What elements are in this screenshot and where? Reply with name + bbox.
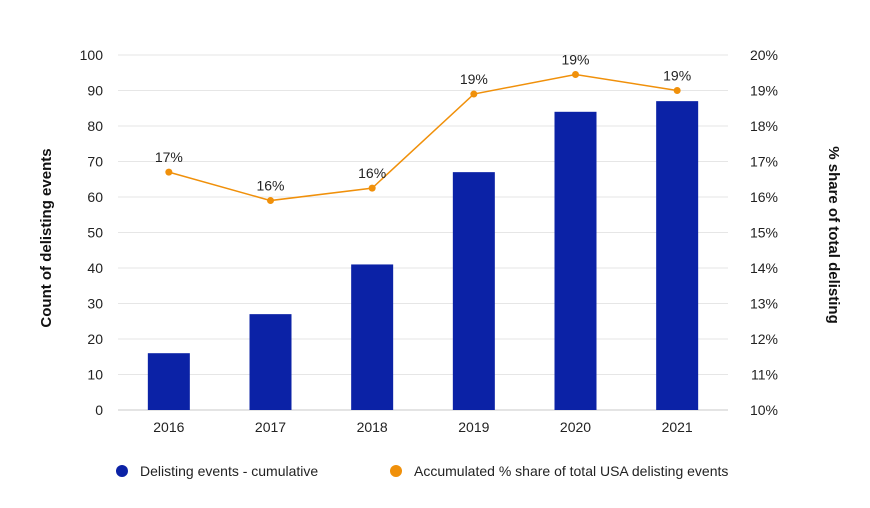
- x-tick-label: 2019: [458, 419, 489, 435]
- bar: [452, 172, 495, 410]
- bar: [249, 314, 292, 410]
- bar-series: [147, 101, 699, 411]
- bar: [554, 111, 597, 411]
- line-point: [368, 184, 376, 192]
- legend-bar-swatch: [116, 465, 128, 477]
- x-axis-ticks: 2016 2017 2018 2019 2020 2021: [153, 419, 693, 435]
- line-point: [165, 168, 173, 176]
- y-tick-label: 60: [87, 189, 103, 205]
- line-series: 17% 16% 16% 19% 19% 19%: [155, 52, 691, 205]
- x-tick-label: 2016: [153, 419, 184, 435]
- y-tick-label: 90: [87, 83, 103, 99]
- data-label: 17%: [155, 149, 183, 165]
- y2-axis-title: % share of total delisting: [825, 146, 842, 324]
- y2-tick-label: 18%: [750, 118, 778, 134]
- y2-tick-label: 16%: [750, 189, 778, 205]
- x-tick-label: 2020: [560, 419, 591, 435]
- legend-bar-label: Delisting events - cumulative: [140, 463, 319, 479]
- line-point: [673, 87, 681, 94]
- y2-tick-label: 12%: [750, 331, 778, 347]
- line-point: [572, 71, 579, 79]
- y-tick-label: 20: [87, 331, 103, 347]
- y-tick-label: 100: [80, 47, 104, 63]
- x-tick-label: 2021: [662, 419, 693, 435]
- y-tick-label: 40: [87, 260, 103, 276]
- y-tick-label: 70: [87, 154, 103, 170]
- y2-tick-label: 17%: [750, 154, 778, 170]
- line-point: [267, 197, 274, 205]
- gridlines: [118, 54, 728, 411]
- y2-tick-label: 14%: [750, 260, 778, 276]
- bar: [351, 264, 394, 410]
- y-axis-title: Count of delisting events: [38, 148, 55, 327]
- x-tick-label: 2018: [357, 419, 388, 435]
- data-label: 16%: [358, 165, 386, 181]
- x-tick-label: 2017: [255, 419, 286, 435]
- y-tick-label: 50: [87, 225, 103, 241]
- data-label: 16%: [256, 178, 284, 194]
- bar: [147, 353, 190, 410]
- legend-line-label: Accumulated % share of total USA delisti…: [414, 463, 729, 479]
- y-tick-label: 30: [87, 296, 103, 312]
- right-axis-ticks: 10% 11% 12% 13% 14% 15% 16% 17% 18% 19% 20%: [750, 47, 778, 418]
- bar: [656, 101, 699, 411]
- data-label: 19%: [561, 52, 589, 68]
- y2-tick-label: 15%: [750, 225, 778, 241]
- y2-tick-label: 20%: [750, 47, 778, 63]
- y2-tick-label: 11%: [751, 367, 778, 383]
- legend-line-swatch: [390, 465, 402, 477]
- y-tick-label: 0: [95, 402, 103, 418]
- legend-bar: Delisting events - cumulative: [116, 463, 318, 479]
- y-tick-label: 10: [87, 367, 103, 383]
- y2-tick-label: 13%: [750, 296, 778, 312]
- y2-tick-label: 10%: [750, 402, 778, 418]
- left-axis-ticks: 0 10 20 30 40 50 60 70 80 90 100: [80, 47, 104, 418]
- data-label: 19%: [663, 68, 691, 84]
- y2-tick-label: 19%: [750, 83, 778, 99]
- data-label: 19%: [460, 71, 488, 87]
- y-tick-label: 80: [87, 118, 103, 134]
- line-point: [470, 90, 478, 98]
- legend-line: Accumulated % share of total USA delisti…: [390, 463, 728, 479]
- series-line: [168, 73, 678, 202]
